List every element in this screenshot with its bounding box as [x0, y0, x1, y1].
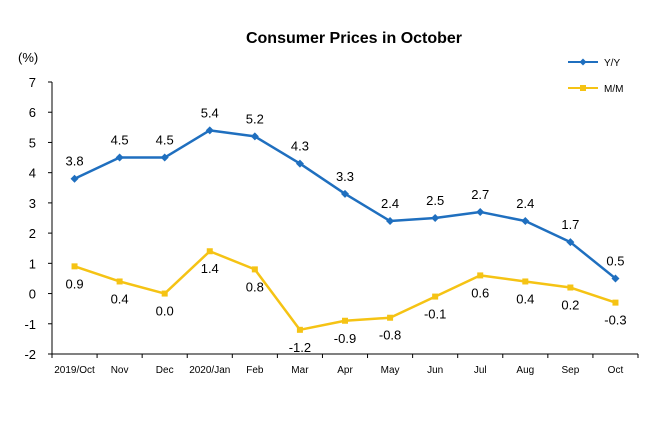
series-m-m: [71, 248, 619, 333]
data-point-marker: [387, 314, 394, 321]
chart-title: Consumer Prices in October: [246, 30, 462, 47]
x-tick-label: Jun: [427, 365, 443, 376]
data-label: 0.8: [246, 279, 264, 294]
axes: 7 6 5 4 3 2 1 0 -1 -2 2019/Oct Nov Dec 2020/Jan Feb Mar…: [24, 75, 639, 376]
data-point-marker: [70, 174, 79, 183]
data-label: 5.4: [201, 105, 219, 120]
data-label: 0.6: [471, 285, 489, 300]
legend-marker: [579, 58, 587, 66]
data-point-marker: [115, 153, 124, 162]
x-tick-label: Nov: [111, 365, 129, 376]
data-label: 5.2: [246, 111, 264, 126]
y-tick-label: 3: [29, 196, 36, 211]
y-tick-label: 5: [29, 135, 36, 150]
y-tick-label: 2: [29, 226, 36, 241]
data-point-marker: [566, 238, 575, 247]
y-tick-label: 0: [29, 287, 36, 302]
x-tick-label: Mar: [291, 365, 309, 376]
data-label: 0.0: [156, 304, 174, 319]
data-point-marker: [521, 217, 530, 226]
data-label: 1.4: [201, 261, 219, 276]
data-point-marker: [206, 248, 213, 255]
y-tick-label: 4: [29, 166, 36, 181]
data-point-marker: [477, 272, 484, 279]
data-label: 3.8: [65, 154, 83, 169]
data-point-marker: [116, 278, 123, 285]
series-y-y: [70, 126, 620, 283]
data-label: 2.5: [426, 193, 444, 208]
legend-marker: [580, 85, 586, 91]
x-tick-label: Apr: [337, 365, 353, 376]
data-label: 0.5: [606, 253, 624, 268]
y-tick-label: -2: [24, 347, 36, 362]
data-label: -0.8: [379, 328, 401, 343]
data-point-marker: [295, 159, 304, 168]
data-label: 2.4: [516, 196, 534, 211]
data-point-marker: [161, 290, 168, 297]
x-tick-label: Aug: [516, 365, 534, 376]
y-tick-label: 1: [29, 256, 36, 271]
data-point-marker: [296, 326, 303, 333]
data-label: 0.4: [111, 291, 129, 306]
data-point-marker: [205, 126, 214, 135]
series-layer: [70, 126, 620, 333]
y-tick-label: -1: [24, 317, 36, 332]
data-point-marker: [432, 293, 439, 300]
legend-label: Y/Y: [604, 58, 620, 69]
x-tick-label: 2020/Jan: [189, 365, 230, 376]
data-label: 0.2: [561, 298, 579, 313]
data-point-marker: [160, 153, 169, 162]
legend: Y/Y M/M: [568, 58, 623, 95]
y-tick-label: 7: [29, 75, 36, 90]
data-label: 4.3: [291, 139, 309, 154]
x-tick-label: Oct: [608, 365, 624, 376]
x-tick-label: Dec: [156, 365, 174, 376]
data-point-marker: [567, 284, 574, 291]
data-labels: 3.8 4.5 4.5 5.4 5.2 4.3 3.3 2.4 2.5 2.7 2.4 1.7 0.5 0…: [65, 105, 626, 354]
data-point-marker: [251, 266, 258, 273]
legend-label: M/M: [604, 84, 623, 95]
data-label: -0.3: [604, 313, 626, 328]
data-label: 0.9: [65, 276, 83, 291]
x-tick-label: May: [381, 365, 400, 376]
data-label: 4.5: [156, 133, 174, 148]
data-label: -1.2: [289, 340, 311, 355]
x-tick-label: 2019/Oct: [54, 365, 95, 376]
data-point-marker: [386, 217, 395, 226]
data-label: 4.5: [111, 133, 129, 148]
data-label: -0.9: [334, 331, 356, 346]
data-point-marker: [250, 132, 259, 141]
data-label: 0.4: [516, 291, 534, 306]
data-label: -0.1: [424, 307, 446, 322]
data-label: 1.7: [561, 217, 579, 232]
x-tick-label: Feb: [246, 365, 264, 376]
data-point-marker: [431, 214, 440, 222]
data-point-marker: [612, 299, 619, 306]
data-point-marker: [341, 189, 349, 198]
data-label: 3.3: [336, 169, 354, 184]
y-axis-unit-label: (%): [18, 50, 38, 65]
data-point-marker: [611, 274, 620, 283]
data-label: 2.7: [471, 187, 489, 202]
x-tick-label: Sep: [561, 365, 579, 376]
x-tick-label: Jul: [474, 365, 487, 376]
data-label: 2.4: [381, 196, 399, 211]
y-tick-label: 6: [29, 105, 36, 120]
data-point-marker: [522, 278, 529, 285]
data-point-marker: [342, 317, 348, 324]
data-point-marker: [71, 263, 78, 270]
data-point-marker: [476, 207, 485, 216]
